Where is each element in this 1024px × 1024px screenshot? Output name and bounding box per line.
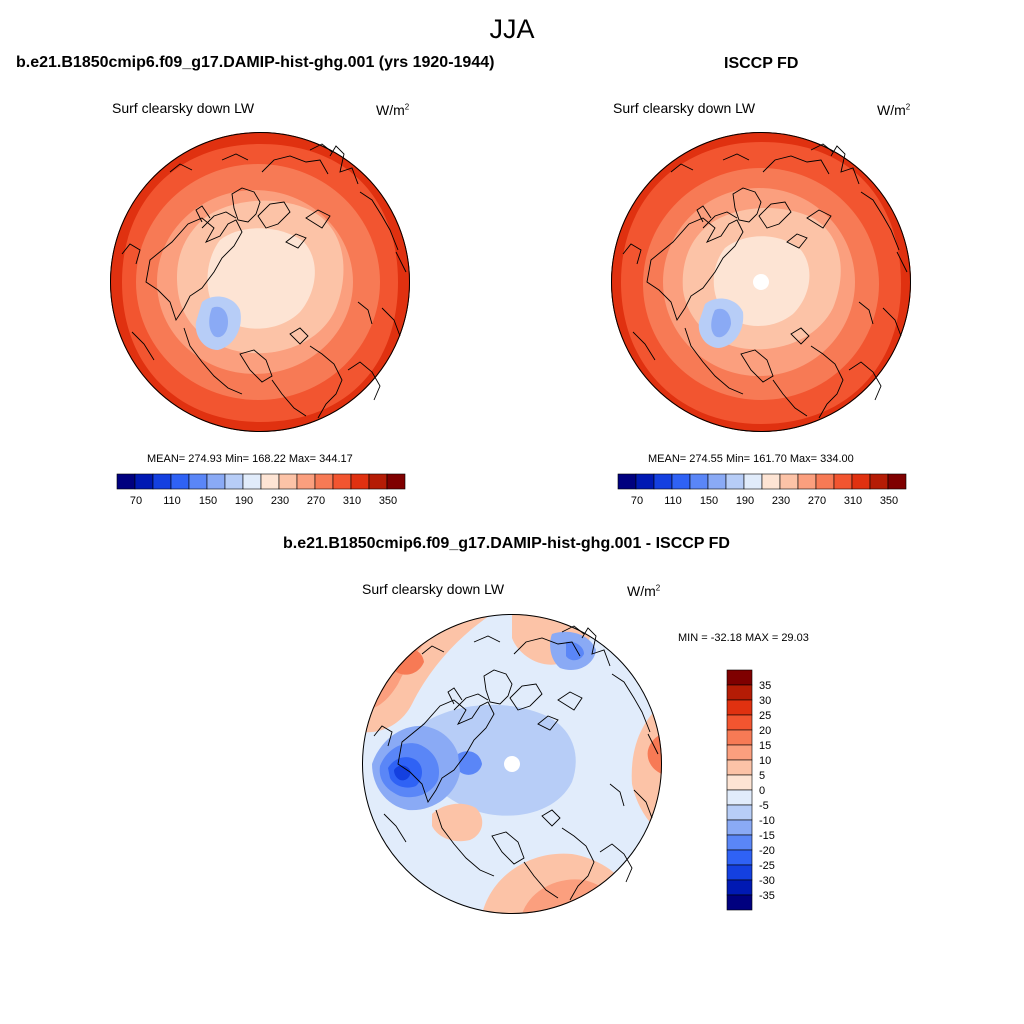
diff-colorbar-tick: -10 xyxy=(759,815,775,827)
model-colorbar-box xyxy=(296,473,316,490)
obs-colorbar-tick: 190 xyxy=(736,495,754,507)
model-colorbar-box xyxy=(224,473,244,490)
model-colorbar-box xyxy=(152,473,172,490)
obs-colorbar-box xyxy=(779,473,799,490)
diff-colorbar-box xyxy=(726,894,753,911)
diff-polar-map xyxy=(362,614,662,914)
obs-colorbar-box xyxy=(815,473,835,490)
obs-colorbar-box xyxy=(761,473,781,490)
obs-colorbar-box xyxy=(671,473,691,490)
obs-colorbar-box xyxy=(869,473,889,490)
obs-colorbar-box xyxy=(833,473,853,490)
diff-colorbar-tick: 10 xyxy=(759,755,771,767)
model-colorbar-box xyxy=(260,473,280,490)
diff-colorbar-tick: 25 xyxy=(759,710,771,722)
diff-colorbar-box xyxy=(726,729,753,746)
diff-colorbar-tick: 15 xyxy=(759,740,771,752)
diff-colorbar-tick: 0 xyxy=(759,785,765,797)
obs-colorbar-tick: 230 xyxy=(772,495,790,507)
obs-colorbar-box xyxy=(887,473,907,490)
model-colorbar-tick: 150 xyxy=(199,495,217,507)
diff-colorbar-tick: -15 xyxy=(759,830,775,842)
diff-colorbar-box xyxy=(726,744,753,761)
model-colorbar-box xyxy=(116,473,136,490)
obs-colorbar-tick: 150 xyxy=(700,495,718,507)
model-colorbar-box xyxy=(350,473,370,490)
obs-colorbar-box xyxy=(797,473,817,490)
diff-stats: MIN = -32.18 MAX = 29.03 xyxy=(678,632,809,644)
diff-colorbar-tick: 5 xyxy=(759,770,765,782)
model-colorbar-tick: 70 xyxy=(130,495,142,507)
diff-colorbar-tick: -20 xyxy=(759,845,775,857)
diff-colorbar-tick: 35 xyxy=(759,680,771,692)
diff-colorbar-tick: -25 xyxy=(759,860,775,872)
obs-panel-heading: ISCCP FD xyxy=(724,55,799,72)
obs-units-label: W/m2 xyxy=(877,102,911,118)
diff-colorbar-tick: 30 xyxy=(759,695,771,707)
model-colorbar-box xyxy=(242,473,262,490)
diff-colorbar-box xyxy=(726,789,753,806)
obs-colorbar-box xyxy=(743,473,763,490)
obs-colorbar-box xyxy=(617,473,637,490)
model-colorbar-box xyxy=(314,473,334,490)
obs-colorbar-box xyxy=(851,473,871,490)
model-colorbar-box xyxy=(170,473,190,490)
obs-colorbar-box xyxy=(653,473,673,490)
obs-colorbar-tick: 350 xyxy=(880,495,898,507)
diff-colorbar-box xyxy=(726,834,753,851)
diff-colorbar-box xyxy=(726,774,753,791)
diff-colorbar-box xyxy=(726,864,753,881)
diff-colorbar-tick: 20 xyxy=(759,725,771,737)
figure-title: JJA xyxy=(489,14,535,44)
diff-variable-label: Surf clearsky down LW xyxy=(362,581,505,597)
obs-variable-label: Surf clearsky down LW xyxy=(613,100,756,116)
diff-colorbar-box xyxy=(726,759,753,776)
model-colorbar-tick: 270 xyxy=(307,495,325,507)
model-colorbar: 70 110 150 190 230 270 310 350 xyxy=(116,473,406,507)
diff-colorbar-tick: -35 xyxy=(759,890,775,902)
diff-colorbar-tick: -5 xyxy=(759,800,769,812)
obs-colorbar-box xyxy=(689,473,709,490)
model-colorbar-tick: 110 xyxy=(163,495,181,507)
obs-colorbar-tick: 70 xyxy=(631,495,643,507)
diff-colorbar-box xyxy=(726,669,753,686)
model-variable-label: Surf clearsky down LW xyxy=(112,100,255,116)
obs-colorbar-tick: 310 xyxy=(844,495,862,507)
diff-colorbar: 35 30 25 20 15 10 5 0 -5 -10 -15 -20 -25 -30 -35 xyxy=(726,669,775,911)
model-stats: MEAN= 274.93 Min= 168.22 Max= 344.17 xyxy=(147,453,353,465)
model-colorbar-box xyxy=(206,473,226,490)
diff-colorbar-box xyxy=(726,699,753,716)
model-units-label: W/m2 xyxy=(376,102,410,118)
model-colorbar-box xyxy=(368,473,388,490)
model-colorbar-box xyxy=(386,473,406,490)
model-colorbar-box xyxy=(278,473,298,490)
obs-colorbar-box xyxy=(725,473,745,490)
diff-units-label: W/m2 xyxy=(627,583,661,599)
model-colorbar-tick: 230 xyxy=(271,495,289,507)
obs-colorbar-tick: 270 xyxy=(808,495,826,507)
model-colorbar-box xyxy=(134,473,154,490)
diff-colorbar-box xyxy=(726,804,753,821)
model-panel-heading: b.e21.B1850cmip6.f09_g17.DAMIP-hist-ghg.… xyxy=(16,54,495,71)
obs-polar-map xyxy=(611,132,911,432)
diff-colorbar-box xyxy=(726,819,753,836)
diff-colorbar-tick: -30 xyxy=(759,875,775,887)
model-colorbar-tick: 350 xyxy=(379,495,397,507)
model-colorbar-tick: 190 xyxy=(235,495,253,507)
diff-colorbar-box xyxy=(726,879,753,896)
obs-colorbar-box xyxy=(707,473,727,490)
model-colorbar-box xyxy=(188,473,208,490)
diff-panel-heading: b.e21.B1850cmip6.f09_g17.DAMIP-hist-ghg.… xyxy=(283,535,730,552)
obs-stats: MEAN= 274.55 Min= 161.70 Max= 334.00 xyxy=(648,453,854,465)
obs-colorbar-box xyxy=(635,473,655,490)
diff-colorbar-box xyxy=(726,714,753,731)
obs-colorbar: 70 110 150 190 230 270 310 350 xyxy=(617,473,907,507)
diff-colorbar-box xyxy=(726,684,753,701)
model-colorbar-tick: 310 xyxy=(343,495,361,507)
model-colorbar-box xyxy=(332,473,352,490)
obs-colorbar-tick: 110 xyxy=(664,495,682,507)
diff-colorbar-box xyxy=(726,849,753,866)
model-polar-map xyxy=(110,132,410,432)
